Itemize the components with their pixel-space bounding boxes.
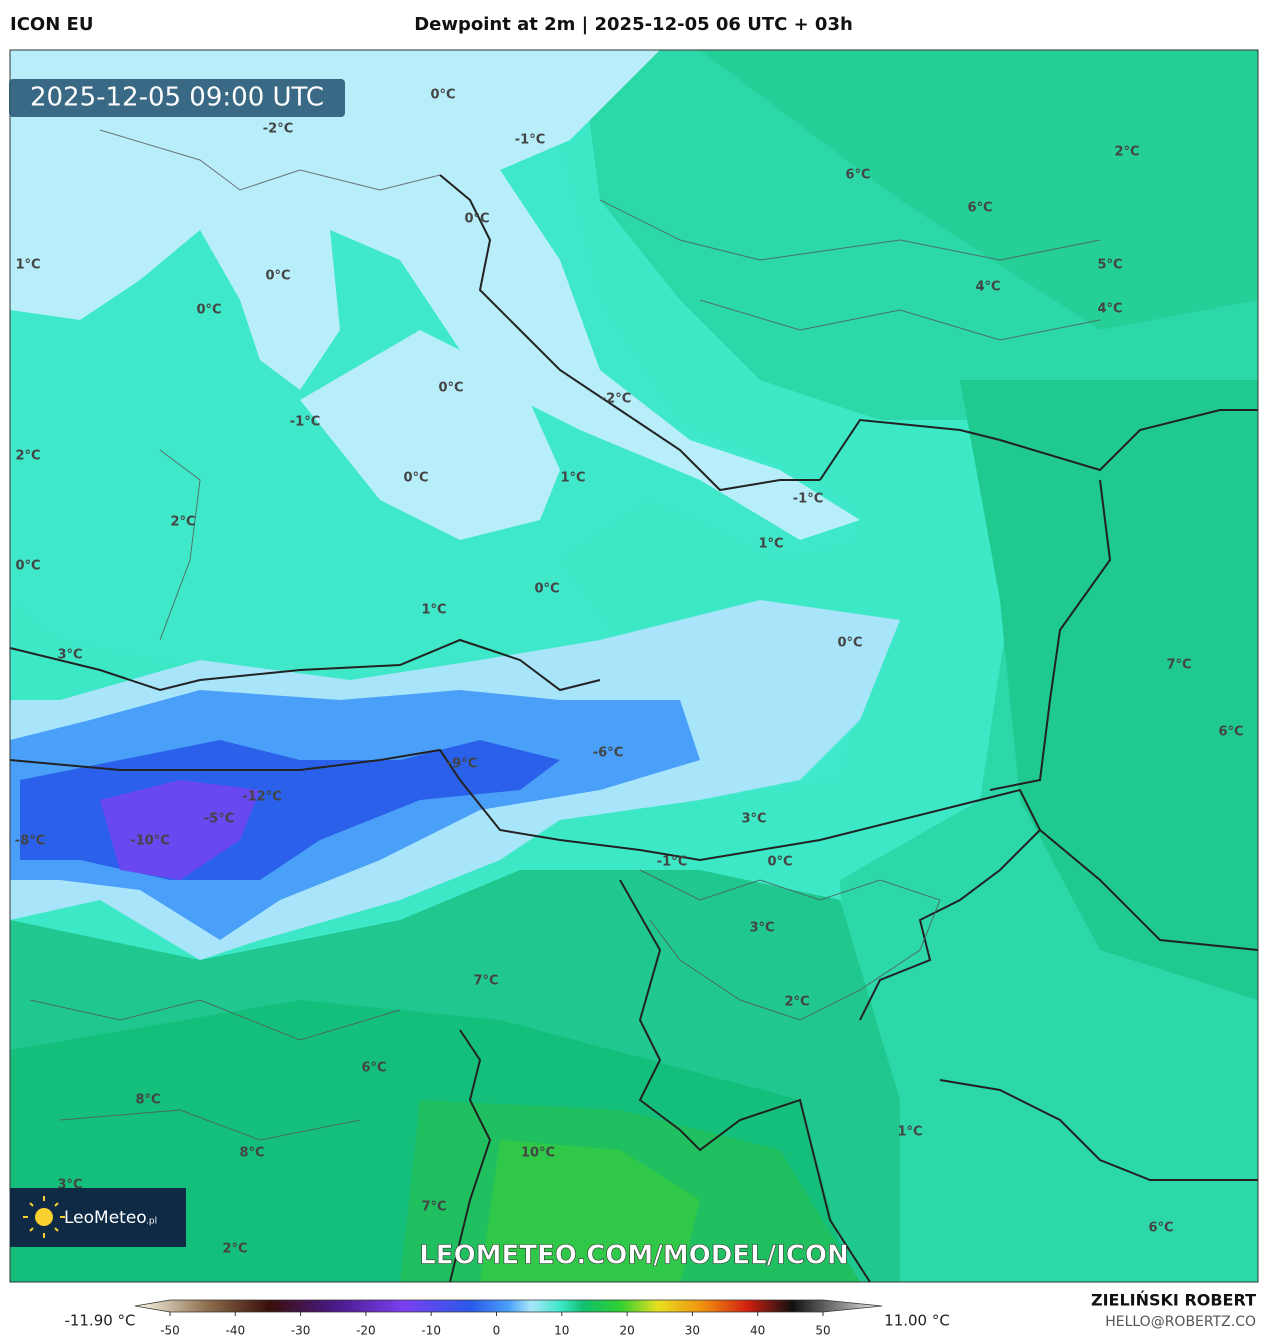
colorbar-ticks: -50 -40 -30 -20 -10 0 10 20 30 40 50 xyxy=(160,1312,831,1338)
contour-label: 1°C xyxy=(897,1125,922,1140)
logo-name: LeoMeteo xyxy=(64,1208,147,1228)
contour-label: 0°C xyxy=(438,381,463,396)
map-field xyxy=(10,50,1258,1282)
contour-label: 2°C xyxy=(170,515,195,530)
colorbar-tick-label: 30 xyxy=(685,1324,700,1338)
author-email: HELLO@ROBERTZ.CO xyxy=(1105,1314,1256,1330)
contour-label: 0°C xyxy=(534,582,559,597)
contour-label: 0°C xyxy=(403,471,428,486)
contour-label: -2°C xyxy=(263,122,293,137)
valid-time: 2025-12-05 09:00 UTC xyxy=(30,83,324,113)
colorbar-tick-label: 50 xyxy=(815,1324,830,1338)
contour-label: 7°C xyxy=(1166,658,1191,673)
contour-label: -1°C xyxy=(515,133,545,148)
colorbar-min: -11.90 °C xyxy=(64,1312,135,1330)
contour-label: 3°C xyxy=(57,648,82,663)
contour-label: -1°C xyxy=(657,855,687,870)
contour-label: 8°C xyxy=(239,1146,264,1161)
contour-label: -1°C xyxy=(793,492,823,507)
contour-label: 7°C xyxy=(473,974,498,989)
colorbar-tick-label: -50 xyxy=(160,1324,180,1338)
contour-label: 4°C xyxy=(1097,302,1122,317)
contour-label: 0°C xyxy=(196,303,221,318)
colorbar-max: 11.00 °C xyxy=(884,1312,950,1330)
contour-label: 1°C xyxy=(15,258,40,273)
colorbar-tick-label: 10 xyxy=(554,1324,569,1338)
model-name: ICON EU xyxy=(10,14,94,35)
contour-label: -1°C xyxy=(290,415,320,430)
contour-label: 6°C xyxy=(845,168,870,183)
map-title: Dewpoint at 2m | 2025-12-05 06 UTC + 03h xyxy=(414,14,853,35)
contour-label: 4°C xyxy=(975,280,1000,295)
contour-label: 1°C xyxy=(560,471,585,486)
contour-label: 6°C xyxy=(1148,1221,1173,1236)
contour-label: 3°C xyxy=(749,921,774,936)
contour-label: 10°C xyxy=(521,1146,555,1161)
colorbar-tick-label: -40 xyxy=(225,1324,245,1338)
contour-label: 2°C xyxy=(1114,145,1139,160)
contour-label: 0°C xyxy=(464,212,489,227)
contour-label: -12°C xyxy=(242,790,282,805)
colorbar-tick-label: 20 xyxy=(619,1324,634,1338)
colorbar xyxy=(134,1299,883,1313)
logo-rays xyxy=(23,1196,65,1238)
contour-label: 2°C xyxy=(222,1242,247,1257)
contour-label: 0°C xyxy=(767,855,792,870)
contour-label: 1°C xyxy=(758,537,783,552)
author-name: ZIELIŃSKI ROBERT xyxy=(1091,1291,1256,1310)
contour-label: -2°C xyxy=(601,392,631,407)
contour-label: 8°C xyxy=(135,1093,160,1108)
colorbar-tick-label: -20 xyxy=(356,1324,376,1338)
contour-label: 0°C xyxy=(430,88,455,103)
contour-label: 0°C xyxy=(15,559,40,574)
logo-suffix: .pl xyxy=(146,1217,157,1227)
watermark: LEOMETEO.COM/MODEL/ICON xyxy=(419,1241,849,1271)
contour-label: 5°C xyxy=(1097,258,1122,273)
contour-label: -6°C xyxy=(593,746,623,761)
contour-label: 0°C xyxy=(265,269,290,284)
contour-label: 6°C xyxy=(1218,725,1243,740)
contour-label: 2°C xyxy=(784,995,809,1010)
contour-label: 1°C xyxy=(421,603,446,618)
colorbar-tick-label: 40 xyxy=(750,1324,765,1338)
contour-label: 2°C xyxy=(15,449,40,464)
contour-label: 6°C xyxy=(967,201,992,216)
contour-label: 6°C xyxy=(361,1061,386,1076)
contour-label: 0°C xyxy=(837,636,862,651)
contour-label: -5°C xyxy=(204,812,234,827)
contour-label: -10°C xyxy=(130,834,170,849)
colorbar-tick-label: -30 xyxy=(291,1324,311,1338)
contour-label: 7°C xyxy=(421,1200,446,1215)
contour-label: -8°C xyxy=(15,834,45,849)
time-box xyxy=(9,79,345,117)
contour-label: 3°C xyxy=(741,812,766,827)
colorbar-tick-label: -10 xyxy=(421,1324,441,1338)
contour-labels: 0°C -2°C -1°C 2°C 6°C 0°C 6°C 1°C 0°C 5°C 4°C 0°C 4°… xyxy=(15,88,1244,1257)
contour-label: -9°C xyxy=(447,757,477,772)
logo-sun xyxy=(35,1208,53,1226)
colorbar-tick-label: 0 xyxy=(493,1324,501,1338)
